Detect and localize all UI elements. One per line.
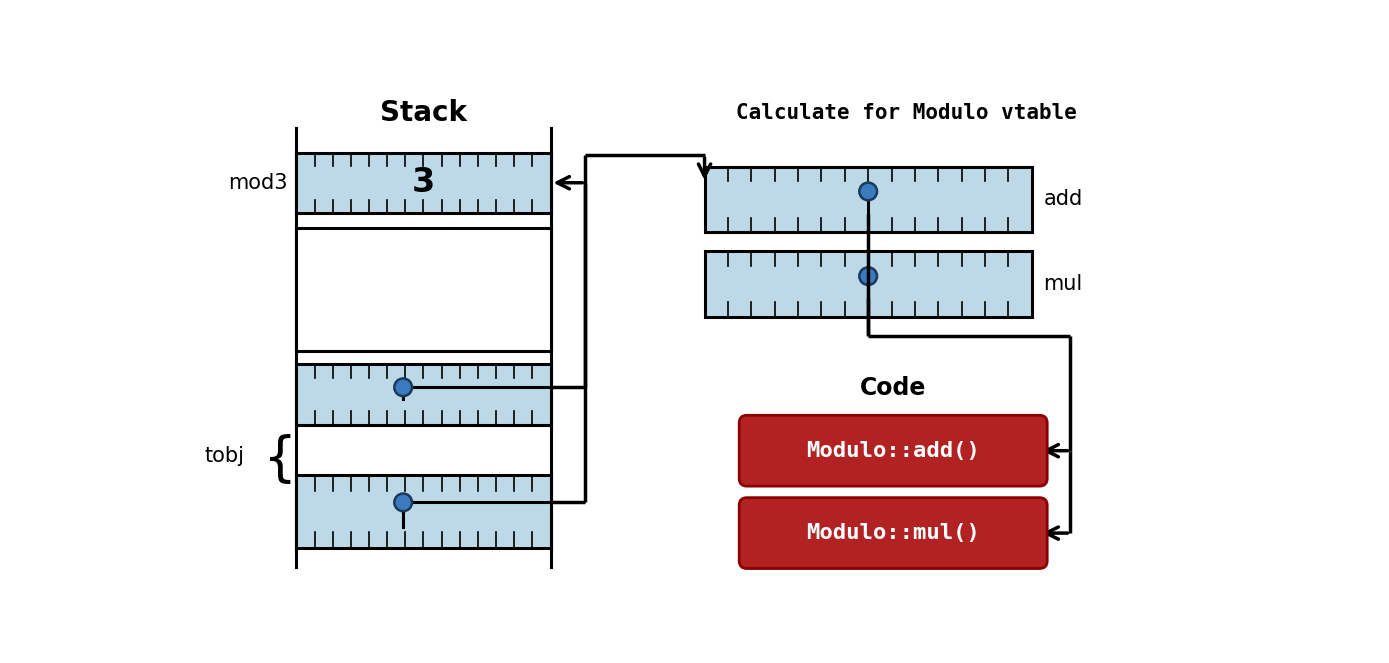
Text: }: } bbox=[250, 430, 283, 482]
Text: mod3: mod3 bbox=[228, 173, 288, 193]
Text: Modulo::mul(): Modulo::mul() bbox=[806, 523, 981, 543]
Bar bbox=[296, 228, 550, 351]
FancyBboxPatch shape bbox=[739, 415, 1047, 486]
Text: add: add bbox=[1043, 190, 1082, 210]
Text: Modulo::add(): Modulo::add() bbox=[806, 441, 981, 461]
Text: 3: 3 bbox=[413, 166, 435, 200]
Bar bbox=[296, 365, 550, 424]
Text: Stack: Stack bbox=[381, 99, 467, 127]
Text: Calculate for Modulo vtable: Calculate for Modulo vtable bbox=[736, 103, 1076, 123]
Bar bbox=[296, 152, 550, 213]
Text: Code: Code bbox=[860, 377, 926, 400]
Text: mul: mul bbox=[1043, 274, 1082, 294]
Bar bbox=[704, 251, 1032, 317]
Bar bbox=[296, 475, 550, 548]
Circle shape bbox=[860, 267, 876, 285]
Text: tobj: tobj bbox=[204, 446, 244, 466]
Circle shape bbox=[860, 182, 876, 200]
Circle shape bbox=[394, 493, 413, 511]
Circle shape bbox=[394, 379, 413, 396]
FancyBboxPatch shape bbox=[739, 498, 1047, 568]
Bar bbox=[704, 166, 1032, 232]
